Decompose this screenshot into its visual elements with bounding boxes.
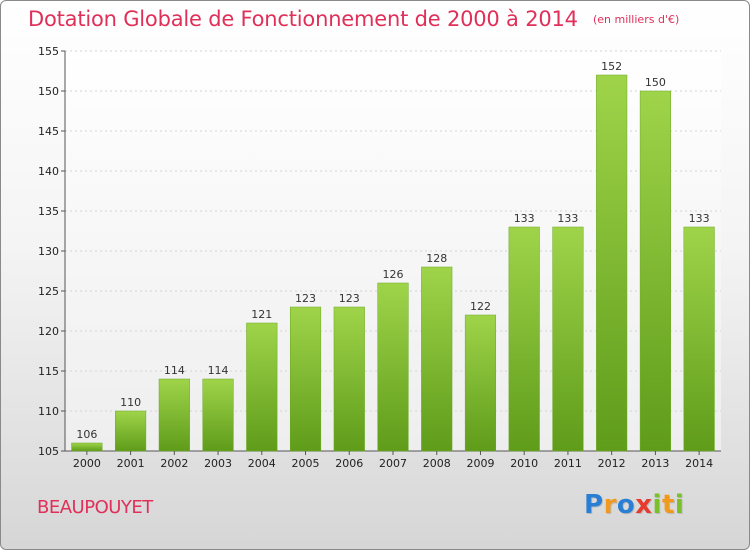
y-tick-label: 120: [38, 325, 59, 338]
bar: [333, 306, 365, 452]
y-tick-label: 150: [38, 85, 59, 98]
x-tick-label: 2004: [248, 457, 276, 470]
y-tick-label: 155: [38, 45, 59, 58]
commune-name: BEAUPOUYET: [37, 497, 153, 518]
logo-letter: o: [616, 490, 636, 520]
y-tick-label: 140: [38, 165, 59, 178]
bar-value-label: 133: [557, 212, 578, 225]
x-tick-label: 2014: [685, 457, 713, 470]
x-tick-label: 2008: [423, 457, 451, 470]
chart-title: Dotation Globale de Fonctionnement de 20…: [28, 7, 679, 31]
bar-value-label: 123: [295, 292, 316, 305]
bar: [596, 74, 628, 452]
logo-letter: r: [603, 490, 617, 520]
bar-value-label: 106: [76, 428, 97, 441]
bar: [115, 410, 147, 452]
bar-value-label: 128: [426, 252, 447, 265]
y-tick-label: 125: [38, 285, 59, 298]
bar-value-label: 122: [470, 300, 491, 313]
proxiti-logo: Proxiti: [584, 490, 684, 520]
x-tick-label: 2003: [204, 457, 232, 470]
bar-value-label: 133: [689, 212, 710, 225]
bar: [158, 378, 190, 452]
logo-letter: i: [652, 490, 662, 520]
bar: [246, 322, 278, 452]
bar: [71, 442, 103, 452]
bar-value-label: 121: [251, 308, 272, 321]
y-tick-label: 105: [38, 445, 59, 458]
logo-letter: x: [635, 490, 653, 520]
chart-unit-note: (en milliers d'€): [592, 13, 680, 26]
bar-value-label: 114: [208, 364, 229, 377]
x-tick-label: 2006: [335, 457, 363, 470]
bar: [683, 226, 715, 452]
y-tick-label: 135: [38, 205, 59, 218]
bar: [289, 306, 322, 452]
x-tick-label: 2012: [598, 457, 626, 470]
x-tick-label: 2011: [554, 457, 582, 470]
bar: [508, 226, 540, 452]
x-tick-label: 2001: [117, 457, 145, 470]
x-tick-label: 2010: [510, 457, 538, 470]
y-tick-label: 115: [38, 365, 59, 378]
bar-value-label: 110: [120, 396, 141, 409]
bar: [552, 226, 584, 452]
bar: [377, 282, 409, 452]
x-tick-label: 2007: [379, 457, 407, 470]
logo-letter: t: [661, 490, 675, 520]
bar: [464, 314, 497, 452]
x-tick-label: 2000: [73, 457, 101, 470]
x-tick-label: 2013: [641, 457, 669, 470]
bar: [639, 90, 671, 452]
bar-value-label: 150: [645, 76, 666, 89]
x-tick-label: 2002: [160, 457, 188, 470]
bar-value-label: 133: [514, 212, 535, 225]
x-tick-label: 2009: [466, 457, 494, 470]
y-tick-label: 110: [38, 405, 59, 418]
x-tick-label: 2005: [292, 457, 320, 470]
bar-value-label: 114: [164, 364, 185, 377]
bar-value-label: 126: [383, 268, 404, 281]
bar-value-label: 152: [601, 60, 622, 73]
bar-value-label: 123: [339, 292, 360, 305]
logo-letter: i: [674, 490, 685, 520]
logo-letter: P: [584, 490, 604, 520]
y-tick-label: 145: [38, 125, 59, 138]
bar: [421, 266, 453, 452]
bar: [202, 378, 234, 452]
y-tick-label: 130: [38, 245, 59, 258]
chart-title-main: Dotation Globale de Fonctionnement de 20…: [28, 7, 578, 31]
